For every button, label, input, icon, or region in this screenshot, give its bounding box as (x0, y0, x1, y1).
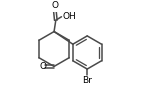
Text: O: O (51, 1, 58, 10)
Text: OH: OH (62, 12, 76, 21)
Text: Br: Br (82, 76, 92, 85)
Text: O: O (40, 62, 47, 71)
